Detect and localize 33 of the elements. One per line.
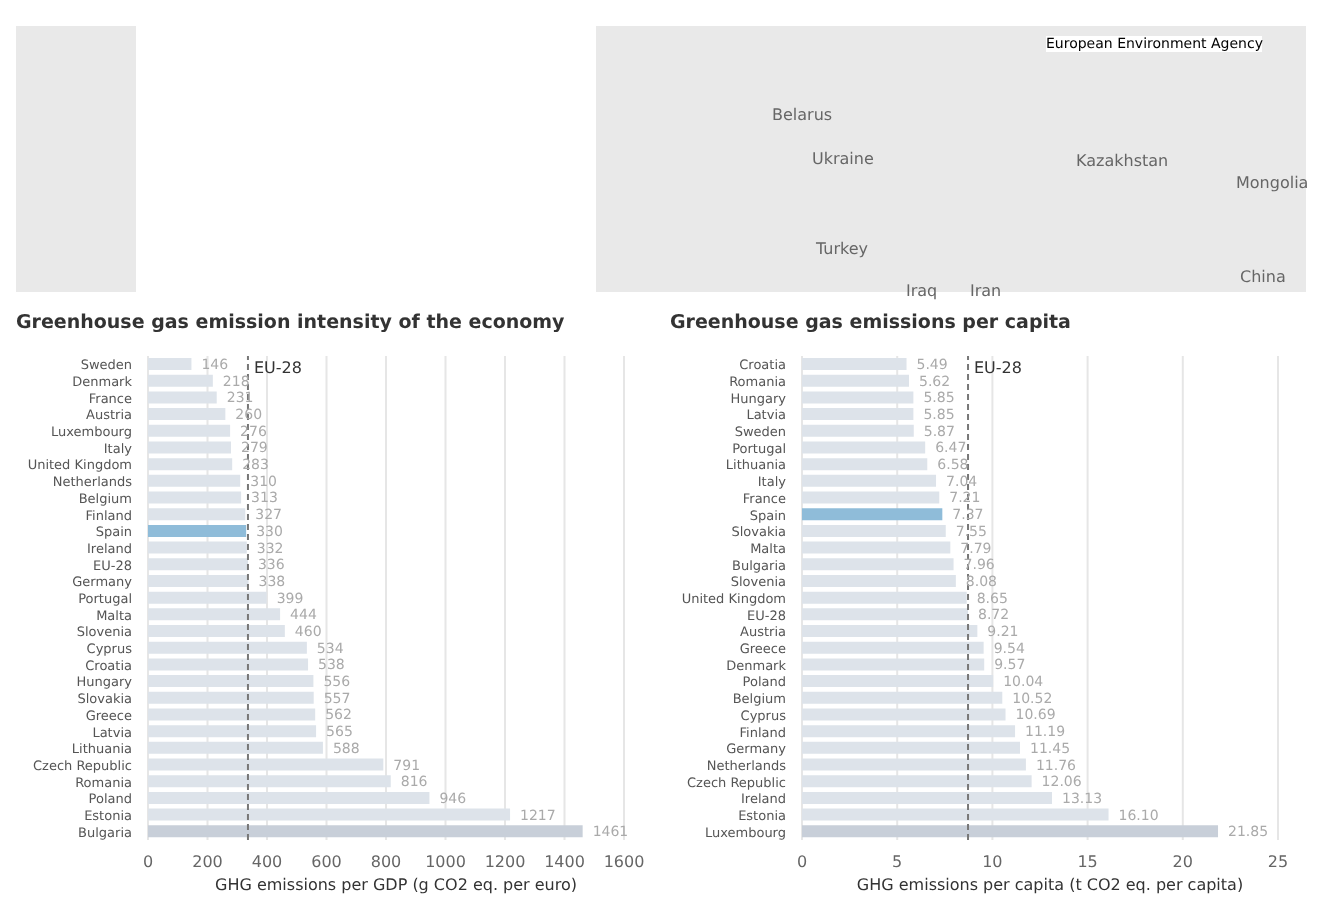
x-tick-label: 0: [796, 853, 808, 872]
text: Ukraine: [812, 150, 874, 168]
bar: [802, 825, 1219, 838]
bar: [148, 825, 583, 838]
x-tick-label: 1200: [484, 853, 526, 872]
chart-title: Greenhouse gas emissions per capita: [670, 312, 1073, 338]
x-tick-label: 600: [311, 853, 342, 872]
text: Kazakhstan: [1076, 152, 1169, 170]
x-tick-label: 1000: [425, 853, 466, 872]
x-tick-label: 20: [1172, 853, 1193, 872]
text: China: [1240, 268, 1286, 286]
x-tick-label: 800: [370, 853, 402, 872]
x-tick-label: 200: [192, 853, 223, 872]
x-tick-label: 1400: [544, 853, 585, 872]
ref-line-label: EU-28: [974, 359, 1022, 378]
x-tick-label: 400: [251, 853, 283, 872]
text: Iraq: [906, 282, 938, 300]
x-axis-title: GHG emissions per capita (t CO2 eq. per capita): [854, 876, 1246, 894]
bar: [802, 508, 943, 521]
x-tick-label: 25: [1267, 853, 1289, 872]
x-tick-label: 15: [1077, 853, 1098, 872]
ref-line-label: EU-28: [253, 359, 302, 378]
bar: [148, 524, 247, 537]
chart-title: Greenhouse gas emission intensity of the economy: [16, 312, 567, 338]
x-tick-label: 10: [982, 853, 1003, 872]
x-tick-label: 5: [892, 853, 903, 872]
text: Mongolia: [1236, 174, 1309, 192]
text: Belarus: [772, 106, 833, 124]
x-axis-title: GHG emissions per GDP (g CO2 eq. per euro): [213, 876, 579, 894]
text: Turkey: [816, 240, 869, 258]
x-tick-label: 0: [142, 853, 154, 872]
x-tick-label: 1600: [603, 853, 645, 872]
text: Iran: [970, 282, 1002, 300]
